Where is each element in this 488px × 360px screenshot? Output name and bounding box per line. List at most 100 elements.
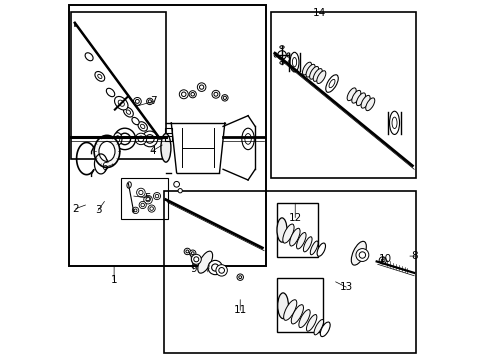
Text: 14: 14 — [312, 8, 325, 18]
Ellipse shape — [351, 90, 360, 103]
Text: 11: 11 — [233, 305, 246, 315]
Ellipse shape — [378, 257, 386, 264]
Ellipse shape — [277, 293, 288, 319]
Ellipse shape — [113, 133, 122, 145]
Bar — [71, 12, 165, 158]
Ellipse shape — [391, 117, 396, 129]
Ellipse shape — [106, 88, 115, 97]
Ellipse shape — [296, 233, 305, 249]
Text: 6: 6 — [101, 162, 107, 172]
Ellipse shape — [143, 195, 152, 204]
Text: 7: 7 — [150, 96, 156, 107]
Ellipse shape — [302, 62, 311, 75]
Ellipse shape — [173, 181, 179, 187]
Ellipse shape — [126, 110, 130, 114]
Ellipse shape — [138, 136, 143, 142]
Ellipse shape — [138, 122, 147, 131]
Ellipse shape — [114, 96, 128, 110]
Ellipse shape — [291, 305, 303, 324]
Text: 13: 13 — [339, 282, 352, 292]
Ellipse shape — [218, 267, 224, 273]
Ellipse shape — [148, 100, 151, 103]
Text: 9: 9 — [190, 264, 197, 274]
Ellipse shape — [303, 237, 311, 252]
Ellipse shape — [292, 58, 296, 67]
Ellipse shape — [139, 202, 146, 208]
Text: 12: 12 — [288, 212, 301, 222]
Ellipse shape — [325, 75, 338, 93]
Ellipse shape — [358, 252, 365, 258]
Ellipse shape — [381, 259, 384, 262]
Ellipse shape — [153, 193, 160, 200]
Ellipse shape — [185, 250, 188, 253]
Ellipse shape — [242, 128, 254, 150]
Ellipse shape — [135, 133, 146, 145]
Ellipse shape — [99, 141, 115, 161]
Ellipse shape — [149, 207, 153, 210]
Ellipse shape — [211, 264, 218, 271]
Ellipse shape — [276, 218, 286, 242]
Ellipse shape — [123, 107, 133, 117]
Ellipse shape — [360, 95, 369, 108]
Ellipse shape — [289, 52, 298, 72]
Ellipse shape — [148, 205, 155, 212]
Ellipse shape — [309, 67, 318, 79]
Ellipse shape — [356, 93, 365, 106]
Ellipse shape — [365, 98, 374, 111]
Ellipse shape — [309, 241, 317, 255]
Ellipse shape — [119, 133, 130, 145]
Bar — [121, 178, 167, 219]
Ellipse shape — [286, 53, 289, 57]
Ellipse shape — [223, 96, 226, 99]
Ellipse shape — [114, 128, 135, 150]
Bar — [165, 136, 171, 141]
Bar — [164, 191, 415, 353]
Ellipse shape — [178, 189, 182, 193]
Text: 2: 2 — [72, 203, 79, 213]
Ellipse shape — [141, 203, 144, 207]
Ellipse shape — [316, 71, 325, 84]
Ellipse shape — [306, 315, 316, 331]
Ellipse shape — [132, 117, 139, 125]
Ellipse shape — [238, 276, 241, 279]
Text: 1: 1 — [111, 275, 117, 285]
Bar — [69, 5, 265, 266]
Ellipse shape — [155, 194, 159, 198]
Ellipse shape — [197, 251, 212, 273]
Ellipse shape — [98, 74, 102, 78]
Ellipse shape — [355, 249, 368, 261]
Ellipse shape — [191, 252, 194, 255]
Ellipse shape — [142, 131, 157, 147]
Ellipse shape — [127, 182, 131, 188]
Ellipse shape — [212, 90, 220, 98]
Ellipse shape — [181, 92, 185, 96]
Ellipse shape — [389, 111, 399, 134]
Ellipse shape — [189, 91, 196, 98]
Ellipse shape — [312, 69, 322, 81]
Ellipse shape — [199, 85, 203, 89]
Ellipse shape — [145, 135, 154, 143]
Text: 10: 10 — [378, 254, 391, 264]
Ellipse shape — [85, 53, 93, 61]
Ellipse shape — [134, 209, 137, 212]
Ellipse shape — [197, 83, 205, 91]
Ellipse shape — [298, 310, 309, 328]
Ellipse shape — [184, 248, 190, 255]
Ellipse shape — [279, 62, 284, 64]
Bar — [165, 128, 171, 133]
Ellipse shape — [216, 265, 227, 276]
Ellipse shape — [94, 135, 120, 167]
Ellipse shape — [190, 93, 194, 96]
Text: 8: 8 — [411, 251, 417, 261]
Ellipse shape — [289, 228, 300, 246]
Ellipse shape — [320, 322, 329, 337]
Text: 4: 4 — [149, 146, 156, 156]
Ellipse shape — [305, 64, 314, 77]
Ellipse shape — [328, 80, 334, 88]
Ellipse shape — [115, 136, 120, 142]
Ellipse shape — [145, 198, 150, 202]
Ellipse shape — [161, 134, 171, 162]
Ellipse shape — [274, 53, 276, 57]
Ellipse shape — [214, 92, 218, 96]
Ellipse shape — [237, 274, 243, 280]
